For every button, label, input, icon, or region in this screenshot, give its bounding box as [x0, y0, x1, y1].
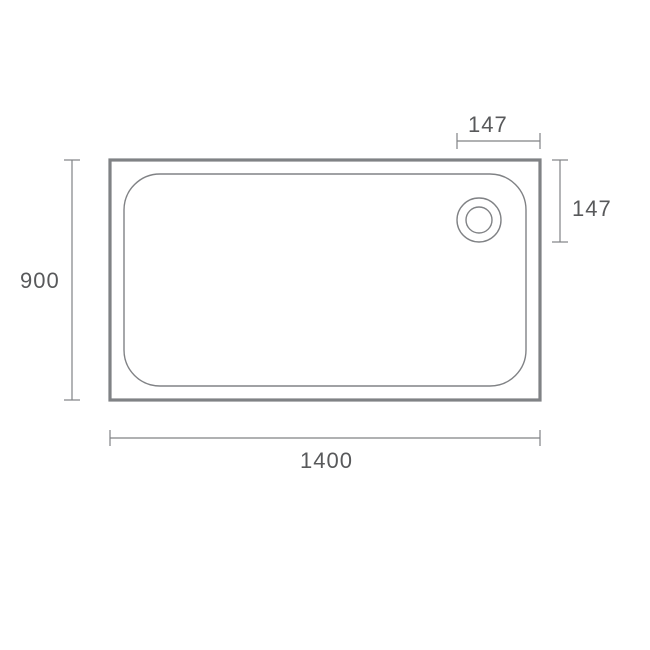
- tray-drawing: [0, 0, 650, 650]
- diagram-stage: 1400 900 147 147: [0, 0, 650, 650]
- dimension-label-inset-right: 147: [572, 196, 612, 222]
- dimension-label-height: 900: [20, 268, 60, 294]
- dimension-label-inset-top: 147: [468, 112, 508, 138]
- dimension-label-width: 1400: [300, 448, 353, 474]
